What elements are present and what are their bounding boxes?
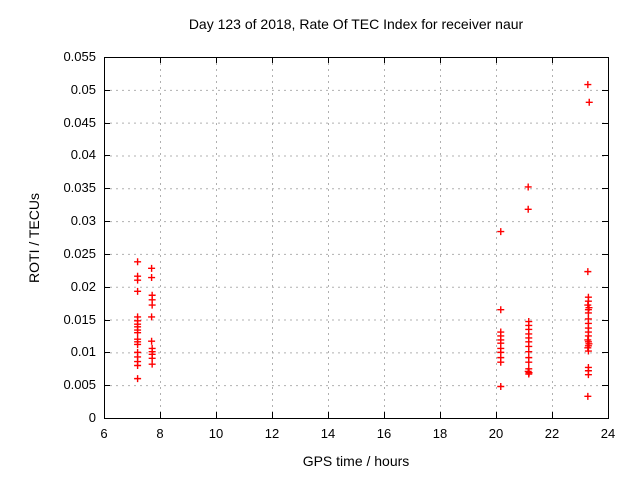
data-point-marker [134, 361, 142, 369]
chart-title: Day 123 of 2018, Rate Of TEC Index for r… [188, 16, 524, 32]
data-point-marker [584, 347, 592, 355]
data-point-marker [584, 268, 592, 276]
x-axis-label: GPS time / hours [302, 453, 410, 469]
data-point-marker [148, 354, 156, 362]
data-point-marker [134, 340, 142, 348]
y-tick-label: 0.045 [63, 114, 96, 130]
data-point-marker [584, 81, 592, 89]
data-point-marker [497, 306, 505, 314]
x-tick-label: 24 [600, 426, 616, 441]
y-tick-label: 0 [88, 410, 96, 425]
y-tick-label: 0.055 [63, 49, 96, 64]
x-tick-label: 12 [264, 426, 280, 441]
data-point-marker [497, 358, 505, 366]
data-point-marker [148, 337, 156, 345]
data-point-marker [497, 228, 505, 236]
data-point-marker [525, 358, 533, 366]
y-tick-label: 0.05 [70, 81, 96, 97]
data-point-marker [584, 309, 592, 317]
data-point-marker [134, 329, 142, 337]
y-tick-label: 0.03 [70, 213, 96, 229]
y-tick-label: 0.04 [70, 147, 96, 163]
data-point-marker [148, 274, 156, 282]
y-tick-label: 0.015 [63, 311, 96, 327]
x-tick-label: 14 [320, 426, 336, 441]
data-point-marker [497, 382, 505, 390]
x-tick-label: 6 [100, 426, 108, 441]
y-tick-label: 0.025 [63, 245, 96, 261]
data-point-marker [148, 264, 156, 272]
x-tick-label: 16 [376, 426, 392, 441]
data-point-marker [148, 301, 156, 309]
x-tick-label: 18 [432, 426, 448, 441]
x-tick-label: 8 [156, 426, 164, 441]
y-tick-label: 0.005 [63, 377, 96, 393]
x-tick-label: 20 [488, 426, 504, 441]
y-tick-label: 0.035 [63, 180, 96, 196]
data-point-marker [525, 348, 533, 356]
data-point-marker [134, 276, 142, 284]
data-point-marker [148, 360, 156, 368]
data-point-marker [148, 313, 156, 321]
data-point-marker [134, 258, 142, 266]
data-point-marker [524, 183, 532, 191]
data-point-marker [525, 370, 533, 378]
data-point-marker [584, 392, 592, 400]
x-tick-label: 10 [208, 426, 224, 441]
data-point-marker [524, 205, 532, 213]
y-tick-label: 0.01 [70, 344, 96, 360]
data-point-marker [134, 375, 142, 383]
data-point-marker [584, 371, 592, 379]
y-tick-label: 0.02 [70, 278, 96, 294]
data-point-marker [134, 287, 142, 295]
data-point-marker [585, 98, 593, 106]
plot-border [104, 57, 609, 419]
x-tick-label: 22 [544, 426, 560, 441]
